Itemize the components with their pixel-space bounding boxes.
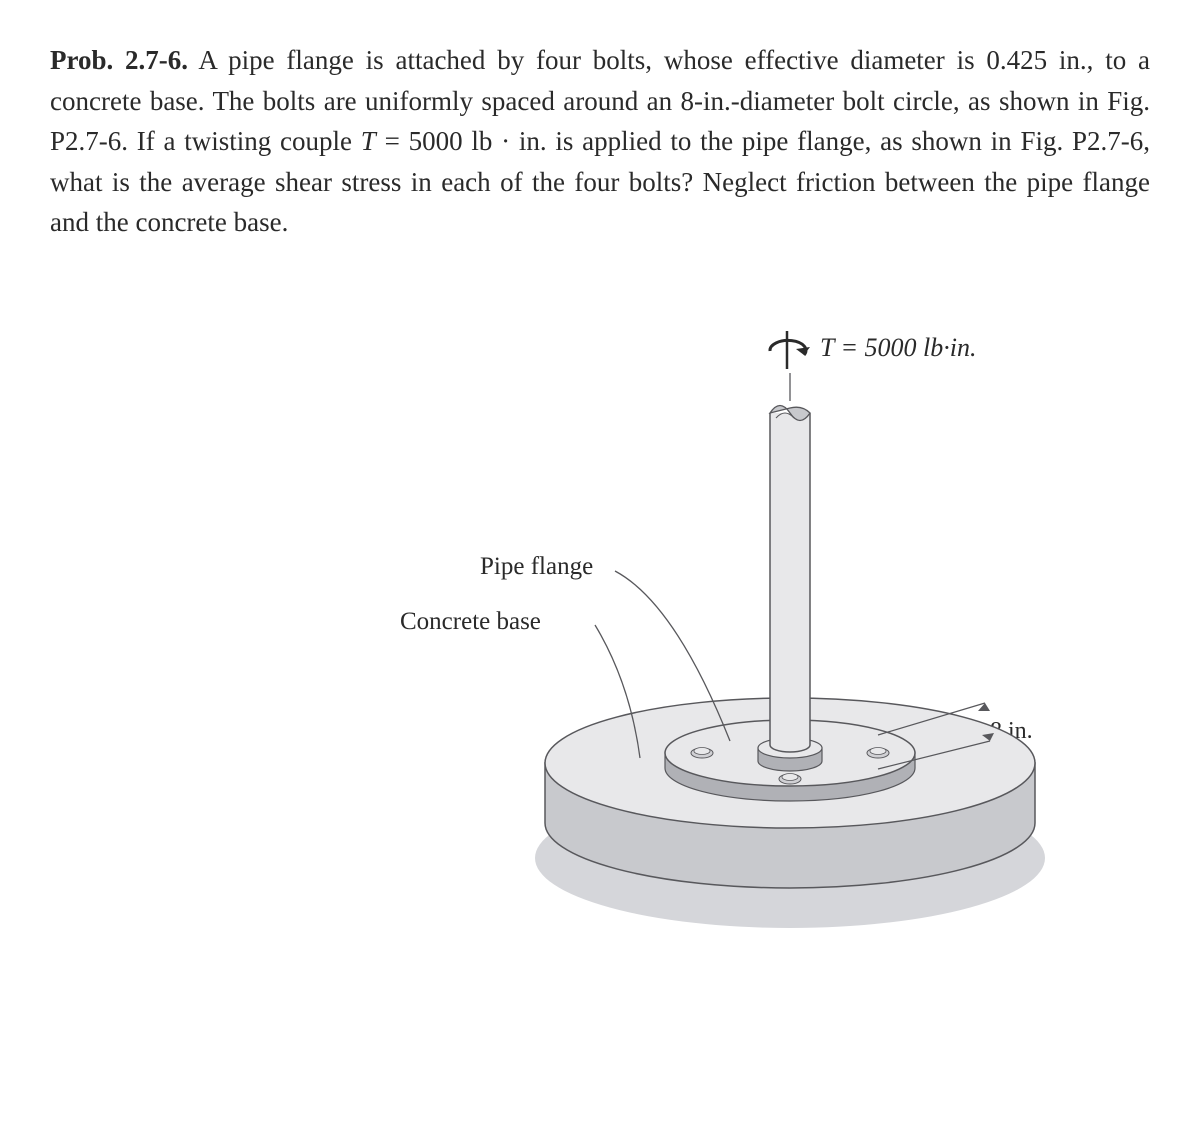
problem-number: Prob. 2.7-6. [50,45,188,75]
bolt-icon [691,747,713,758]
problem-text: Prob. 2.7-6. A pipe flange is attached b… [50,40,1150,243]
torque-label: T = 5000 lb·in. [820,333,977,363]
bolt-icon [779,773,801,784]
torque-symbol: T [361,126,376,156]
flange-diagram [480,363,1120,943]
bolt-icon [867,747,889,758]
figure: T = 5000 lb·in. Pipe flange Concrete bas… [50,303,1150,953]
